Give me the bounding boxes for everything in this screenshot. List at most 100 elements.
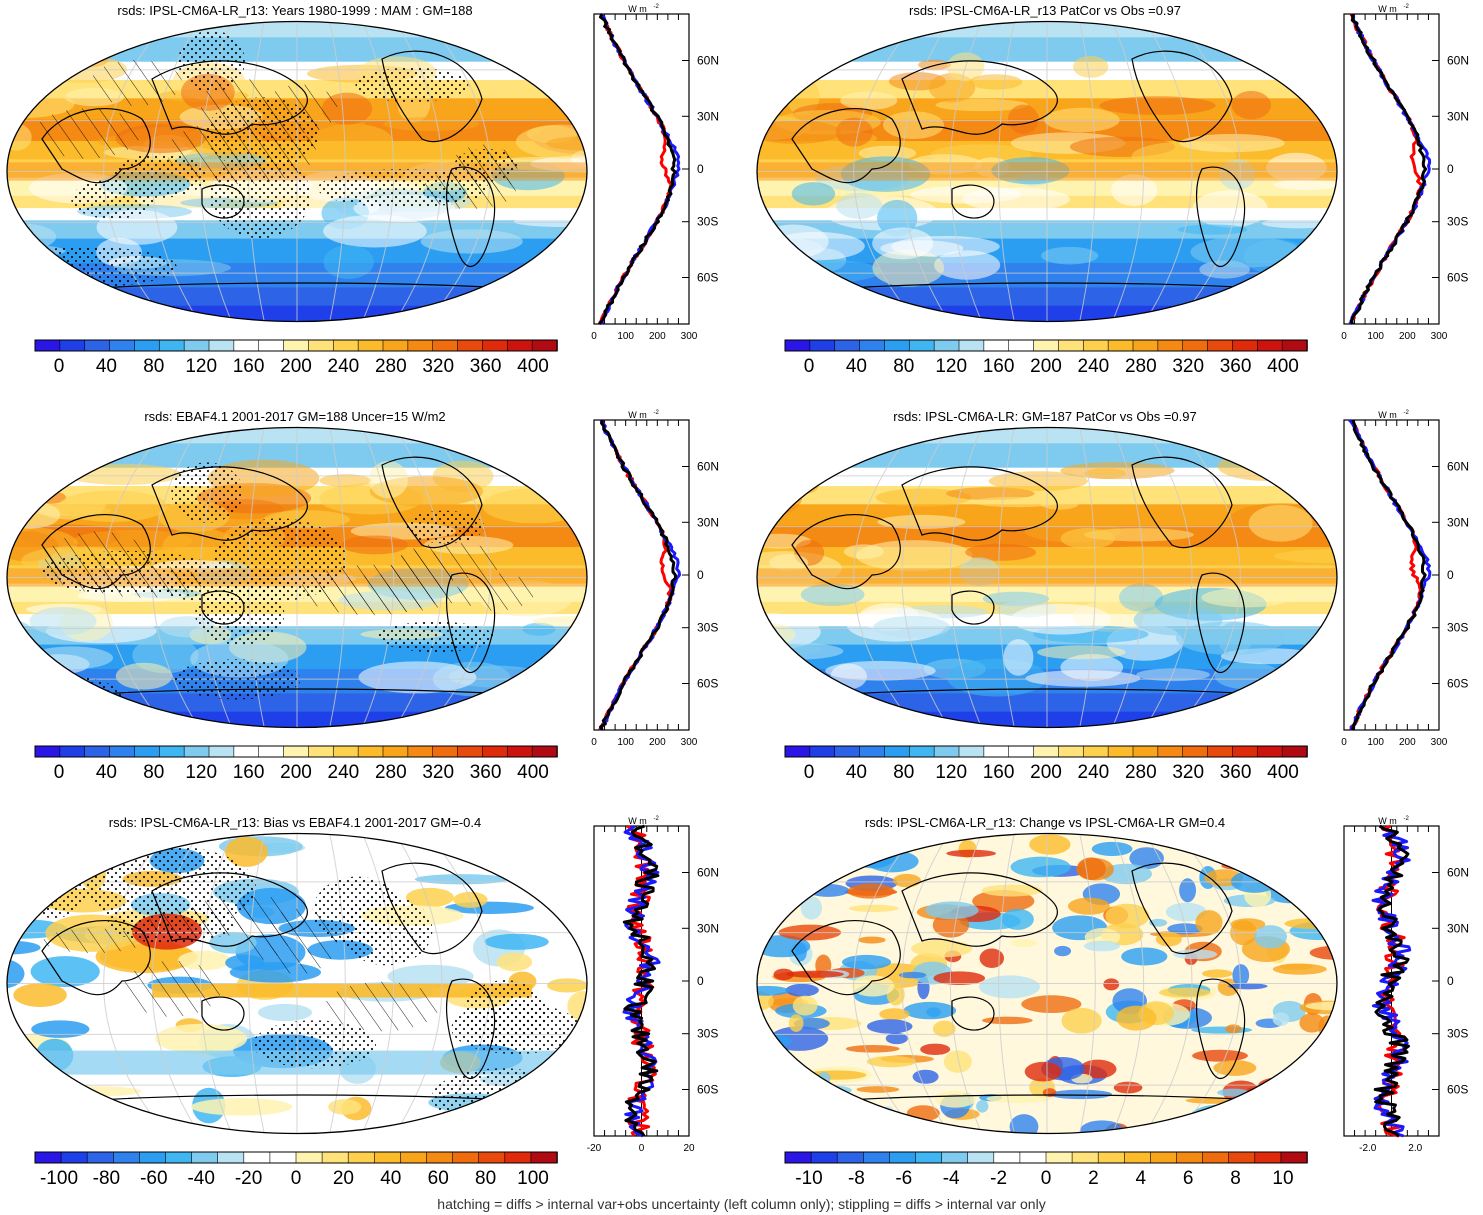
zonal-lat-label: 60S [1447, 1083, 1468, 1097]
zonal-lat-label: 60N [697, 866, 719, 880]
colorbar-swatch [258, 745, 285, 758]
map-plot [756, 20, 1338, 323]
zonal-x-tick-label: 0 [591, 331, 597, 342]
colorbar-swatch [958, 339, 985, 352]
colorbar-label: 360 [470, 762, 502, 783]
colorbar-label: 80 [893, 762, 914, 783]
colorbar-label: -60 [140, 1168, 167, 1189]
zonal-lat-label: 60N [1447, 54, 1469, 68]
zonal-ref-line [1348, 418, 1432, 731]
colorbar: 0 40 80 120 160 200 240 280 320 360 400 [784, 339, 1308, 377]
colorbar-swatch [382, 339, 409, 352]
colorbar-swatch [834, 339, 861, 352]
colorbar-swatch [183, 745, 210, 758]
zonal-x-tick-label: -20 [587, 1143, 602, 1154]
colorbar-label: 160 [983, 762, 1015, 783]
colorbar-label: 40 [380, 1168, 401, 1189]
colorbar-swatch [530, 1151, 558, 1164]
colorbar-swatch [884, 339, 911, 352]
colorbar-swatch [506, 339, 533, 352]
zonal-mean-plot: W m -2 60N 30N 0 30S 60S 0 100 200 300 [1341, 410, 1469, 748]
zonal-unit: W m [628, 410, 647, 420]
colorbar-label: 200 [1030, 356, 1062, 377]
colorbar-swatch [457, 339, 484, 352]
colorbar-swatch [1182, 339, 1209, 352]
zonal-unit-exponent: -2 [1404, 816, 1410, 822]
zonal-unit-exponent: -2 [654, 816, 660, 822]
zonal-x-tick-label: 2.0 [1408, 1143, 1422, 1154]
zonal-x-tick-label: 300 [681, 737, 698, 748]
colorbar-label: 200 [1030, 762, 1062, 783]
colorbar-swatch [967, 1151, 995, 1164]
colorbar-label: -20 [235, 1168, 262, 1189]
colorbar-label: 80 [475, 1168, 496, 1189]
map-field [757, 427, 1337, 728]
colorbar-swatch [1045, 1151, 1073, 1164]
zonal-lat-label: 30N [1447, 921, 1469, 935]
zonal-x-tick-label: 300 [1431, 737, 1448, 748]
colorbar-swatch [113, 1151, 141, 1164]
zonal-lat-label: 30N [1447, 109, 1469, 123]
colorbar-swatch [933, 745, 960, 758]
colorbar-swatch [1256, 339, 1283, 352]
colorbar-swatch [34, 1151, 62, 1164]
colorbar-label: 8 [1230, 1168, 1241, 1189]
colorbar-swatch [1157, 745, 1184, 758]
map-plot [756, 426, 1338, 729]
colorbar-swatch [859, 339, 886, 352]
zonal-lat-label: 0 [1447, 974, 1454, 988]
zonal-model-line [1350, 419, 1427, 731]
colorbar-swatch [1280, 1151, 1308, 1164]
colorbar-swatch [958, 745, 985, 758]
colorbar-label: 240 [328, 356, 360, 377]
colorbar-swatch [482, 745, 509, 758]
colorbar-swatch [1082, 745, 1109, 758]
map-frame [6, 832, 588, 1135]
colorbar-swatch [993, 1151, 1021, 1164]
colorbar-label: 160 [983, 356, 1015, 377]
panel-2: rsds: IPSL-CM6A-LR_r13 PatCor vs Obs =0.… [750, 0, 1483, 400]
zonal-unit: W m [1378, 816, 1397, 826]
colorbar-label: 400 [1267, 762, 1299, 783]
colorbar-swatch [321, 1151, 350, 1164]
colorbar-swatch [863, 1151, 891, 1164]
zonal-ref-line [598, 419, 681, 731]
colorbar-swatch [908, 745, 935, 758]
colorbar-swatch [1008, 745, 1035, 758]
colorbar-swatch [1107, 339, 1134, 352]
zonal-x-tick-label: 0 [639, 1143, 645, 1154]
colorbar-swatch [283, 339, 310, 352]
colorbar-swatch [784, 745, 811, 758]
zonal-lat-label: 60S [697, 677, 718, 691]
colorbar-swatch [1033, 339, 1060, 352]
zonal-mean-plot: W m -2 60N 30N 0 30S 60S 0 100 200 300 [1341, 4, 1469, 342]
colorbar-label: 200 [280, 762, 312, 783]
colorbar-label: 120 [935, 762, 967, 783]
zonal-lat-label: 0 [697, 162, 704, 176]
zonal-lat-label: 30S [697, 215, 718, 229]
colorbar-swatch [1058, 339, 1085, 352]
colorbar-label: 120 [185, 356, 217, 377]
zonal-lat-label: 0 [697, 974, 704, 988]
colorbar-swatch [1107, 745, 1134, 758]
zonal-lat-label: 30N [697, 515, 719, 529]
zonal-x-tick-label: 0 [591, 737, 597, 748]
zonal-lat-label: 60N [1447, 866, 1469, 880]
zonal-model-line [1349, 13, 1428, 325]
colorbar-label: -40 [187, 1168, 214, 1189]
zonal-lat-label: 60N [1447, 460, 1469, 474]
zonal-lat-label: 30S [697, 621, 718, 635]
colorbar: -10 -8 -6 -4 -2 0 2 4 6 8 10 [784, 1151, 1308, 1189]
zonal-x-tick-label: 200 [1399, 331, 1416, 342]
zonal-unit-exponent: -2 [1404, 410, 1410, 416]
colorbar-swatch [1281, 745, 1308, 758]
colorbar-swatch [1281, 339, 1308, 352]
colorbar-label: 280 [1125, 762, 1157, 783]
colorbar-swatch [208, 339, 235, 352]
colorbar-label: 160 [233, 356, 265, 377]
map-plot [6, 426, 588, 729]
colorbar-swatch [347, 1151, 376, 1164]
zonal-lat-label: 30N [697, 921, 719, 935]
zonal-lat-label: 60S [697, 1083, 718, 1097]
colorbar-swatch [1058, 745, 1085, 758]
